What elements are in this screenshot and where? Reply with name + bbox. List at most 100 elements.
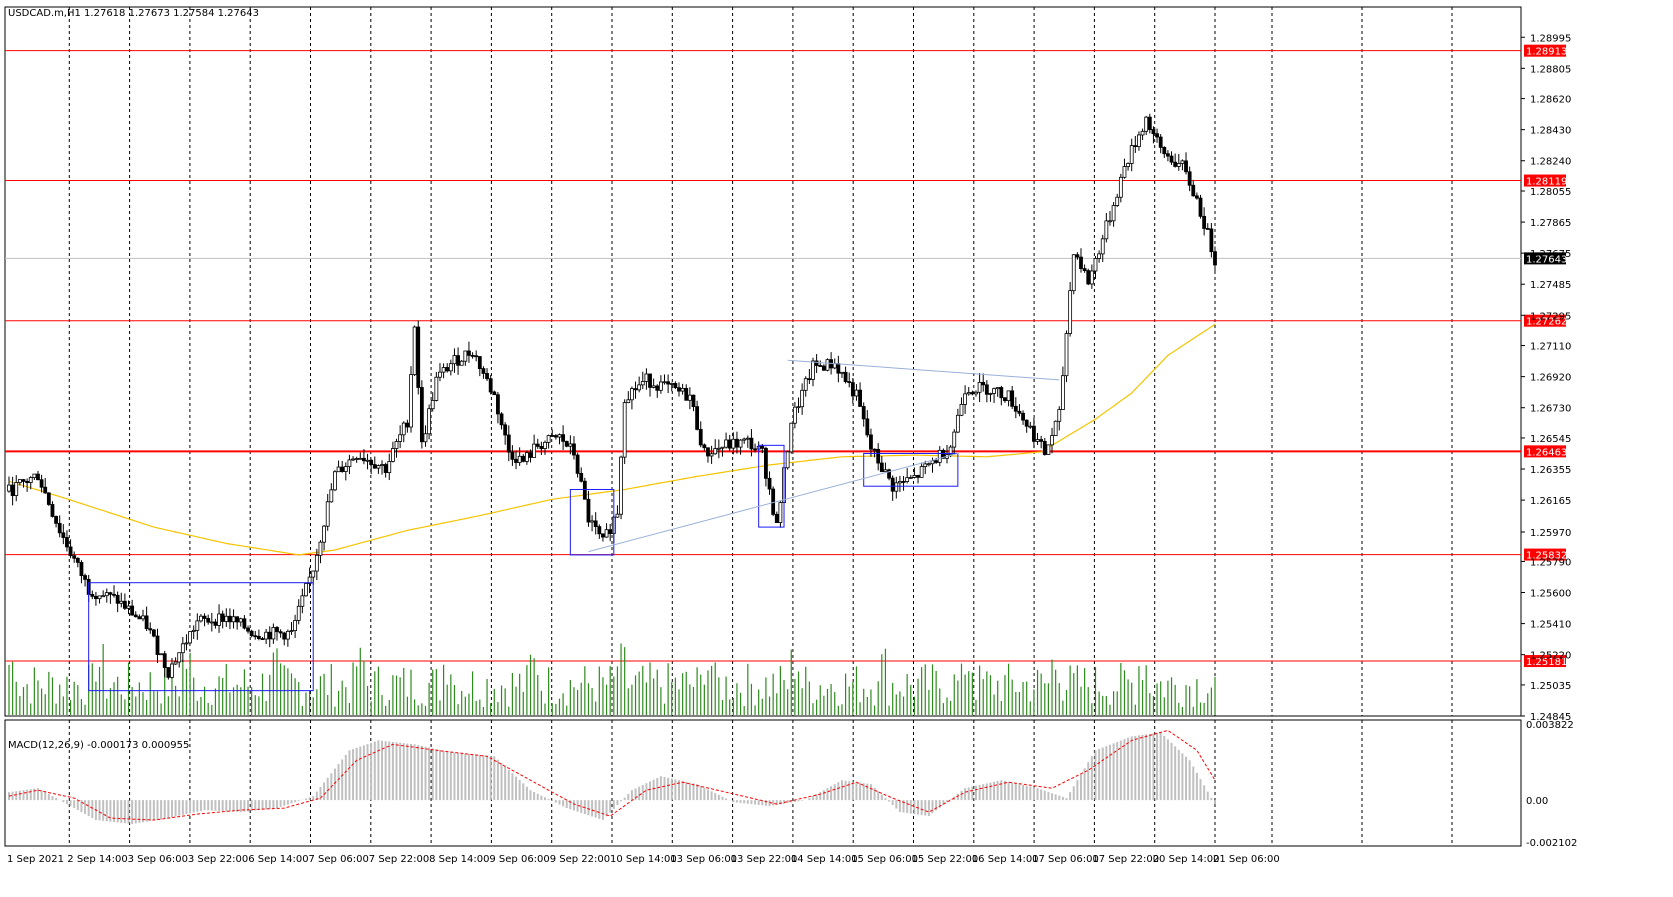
candle-body: [253, 635, 258, 638]
candle-body: [7, 484, 11, 492]
price-tick-label: 1.27675: [1530, 249, 1571, 260]
candle-body: [1035, 439, 1040, 442]
candle-body: [1126, 163, 1130, 167]
candle-body: [474, 355, 479, 358]
candle-body: [260, 638, 265, 640]
candle-body: [488, 378, 493, 393]
candle-body: [376, 465, 381, 469]
candle-body: [999, 387, 1004, 399]
price-tick-label: 1.25790: [1530, 557, 1571, 568]
candle-body: [1024, 419, 1029, 427]
candle-body: [995, 387, 1000, 390]
candle-body: [1205, 228, 1210, 230]
candles: [7, 113, 1217, 680]
candle-body: [365, 459, 370, 462]
candle-body: [180, 643, 185, 654]
candle-body: [821, 365, 826, 371]
time-tick-label: 15 Sep 22:00: [912, 854, 979, 865]
candle-body: [633, 388, 638, 391]
candle-body: [1122, 166, 1127, 178]
candle-body: [144, 615, 149, 630]
level-price-label: 1.28119: [1526, 177, 1567, 188]
candle-body: [564, 440, 569, 447]
candle-body: [955, 414, 960, 433]
rectangle-object: [758, 444, 785, 528]
candle-body: [441, 367, 446, 373]
candle-body: [54, 516, 58, 524]
time-tick-label: 7 Sep 06:00: [309, 854, 369, 865]
candle-body: [1194, 195, 1199, 199]
candle-body: [727, 439, 732, 449]
candle-body: [850, 382, 855, 397]
candle-body: [119, 600, 124, 604]
candle-body: [926, 463, 931, 466]
candle-body: [463, 350, 468, 362]
candle-body: [467, 350, 471, 356]
candle-body: [658, 381, 663, 391]
candle-body: [731, 438, 736, 449]
time-tick-label: 20 Sep 14:00: [1153, 854, 1220, 865]
candle-body: [438, 371, 442, 378]
candle-body: [814, 360, 819, 366]
candle-body: [1068, 290, 1073, 334]
candle-body: [282, 632, 287, 640]
candle-body: [256, 635, 261, 639]
current-price-tag: [1524, 252, 1566, 265]
candle-body: [300, 595, 305, 607]
candle-body: [14, 482, 19, 496]
price-tick-label: 1.27485: [1530, 280, 1571, 291]
price-tick-label: 1.24845: [1530, 712, 1571, 723]
candle-body: [387, 461, 392, 473]
candle-body: [724, 439, 728, 448]
price-tick-label: 1.26165: [1530, 496, 1571, 507]
candle-body: [669, 383, 674, 385]
candle-body: [133, 614, 138, 618]
candle-body: [496, 394, 500, 415]
candle-body: [908, 477, 913, 479]
candle-body: [644, 373, 649, 382]
candle-body: [709, 453, 714, 457]
candle-body: [46, 492, 51, 505]
candle-body: [637, 384, 642, 391]
candle-body: [492, 391, 497, 396]
candle-body: [108, 592, 113, 595]
candle-body: [745, 437, 750, 440]
rectangle-object: [88, 582, 314, 692]
candle-body: [101, 595, 106, 598]
time-tick-label: 9 Sep 06:00: [489, 854, 549, 865]
candle-body: [170, 663, 174, 678]
candle-body: [698, 428, 703, 446]
candle-body: [383, 464, 388, 473]
horizontal-levels[interactable]: 1.28913 1.28119 1.27262 1.26463 1.25832 1.251…: [5, 44, 1567, 668]
candle-body: [477, 356, 482, 370]
candle-body: [840, 371, 844, 374]
price-tick-label: 1.27865: [1530, 218, 1571, 229]
candle-body: [608, 529, 613, 534]
candle-body: [358, 457, 363, 460]
candle-body: [898, 481, 902, 484]
candle-body: [1166, 153, 1170, 157]
candle-body: [224, 615, 229, 622]
candle-body: [818, 365, 823, 367]
candle-body: [1050, 435, 1054, 446]
candle-body: [25, 481, 30, 483]
candle-body: [10, 484, 15, 496]
candle-body: [1053, 420, 1058, 436]
candle-body: [1115, 196, 1120, 206]
candle-body: [702, 444, 707, 449]
candle-body: [691, 394, 696, 408]
candle-body: [1202, 215, 1207, 229]
candle-body: [1133, 145, 1138, 148]
candle-body: [1147, 116, 1152, 130]
candle-body: [760, 445, 765, 449]
candle-body: [876, 448, 881, 464]
candle-body: [314, 554, 319, 572]
candle-body: [778, 502, 783, 523]
rectangle-objects[interactable]: [88, 359, 1060, 692]
candle-body: [1213, 251, 1217, 266]
grid: [4, 6, 1522, 847]
candle-body: [1176, 163, 1181, 167]
price-tick-label: 1.28805: [1530, 64, 1571, 75]
candle-body: [104, 592, 109, 597]
